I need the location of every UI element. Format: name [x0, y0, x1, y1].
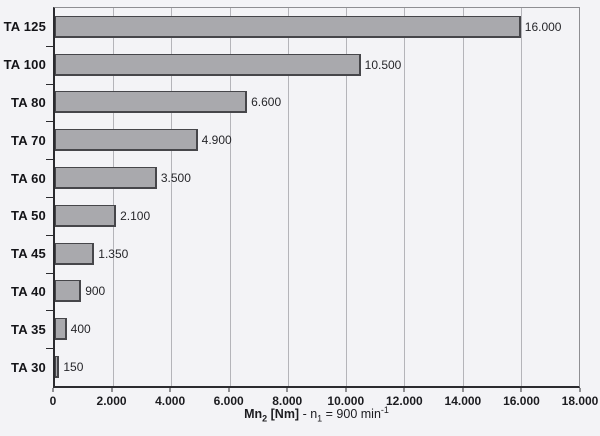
- bar-ta-30: [55, 356, 60, 379]
- bar-value-label: 400: [70, 322, 91, 337]
- bar-ta-45: [55, 242, 95, 265]
- gridline-2000: [113, 8, 115, 386]
- x-tick-label-2.000: 2.000: [96, 394, 127, 408]
- plot-area: 16.000 10.500 6.600 4.900 3.500 2.100 1.350 900…: [46, 7, 580, 388]
- bar-row-ta-30: 150: [55, 348, 579, 386]
- category-label-ta-40: TA 40: [11, 283, 46, 299]
- gridline-8000: [287, 8, 289, 386]
- bar-row-ta-60: 3.500: [55, 159, 579, 197]
- x-tick-label-0: 0: [49, 394, 57, 408]
- x-tick-label-16.000: 16.000: [503, 394, 540, 408]
- bar-value-label: 1.350: [98, 246, 129, 261]
- category-label-ta-60: TA 60: [11, 170, 46, 186]
- x-tick-mark-18.000: [579, 388, 581, 392]
- bar-row-ta-70: 4.900: [55, 121, 579, 159]
- x-tick-mark-12.000: [403, 388, 405, 392]
- bar-ta-40: [55, 280, 82, 303]
- category-label-ta-50: TA 50: [11, 208, 46, 224]
- x-tick-label-12.000: 12.000: [385, 394, 423, 408]
- category-label-ta-100: TA 100: [3, 57, 46, 73]
- y-tick-5: [46, 197, 53, 198]
- x-tick-label-18.000: 18.000: [561, 394, 599, 408]
- x-axis-title-rest: - n1 = 900 min-1: [299, 404, 389, 424]
- bar-row-ta-40: 900: [55, 273, 579, 311]
- bar-value-label: 10.500: [364, 57, 402, 72]
- y-tick-7: [46, 272, 53, 274]
- x-tick-mark-0: [52, 388, 54, 392]
- category-label-ta-70: TA 70: [11, 132, 46, 148]
- bar-value-label: 6.600: [251, 95, 282, 110]
- y-tick-3: [46, 121, 53, 123]
- x-tick-label-8.000: 8.000: [272, 394, 303, 408]
- gridline-12000: [404, 8, 406, 386]
- x-tick-label-4.000: 4.000: [155, 394, 186, 408]
- bar-value-label: 3.500: [160, 171, 191, 186]
- bar-ta-60: [55, 167, 157, 190]
- category-label-ta-125: TA 125: [3, 19, 46, 35]
- bar-row-ta-100: 10.500: [55, 46, 579, 84]
- x-axis-title-bold: Mn2 [Nm]: [244, 407, 300, 424]
- bar-row-ta-125: 16.000: [55, 8, 579, 46]
- category-label-ta-80: TA 80: [11, 94, 46, 110]
- bar-row-ta-35: 400: [55, 310, 579, 348]
- category-label-ta-35: TA 35: [11, 321, 46, 337]
- bar-value-label: 150: [63, 360, 84, 375]
- x-tick-mark-10.000: [345, 388, 347, 392]
- x-tick-label-6.000: 6.000: [213, 394, 244, 408]
- bar-row-ta-80: 6.600: [55, 84, 579, 122]
- bar-value-label: 900: [85, 284, 106, 299]
- gridline-10000: [346, 8, 348, 386]
- y-tick-6: [46, 234, 53, 236]
- bar-ta-70: [55, 129, 198, 152]
- bar-ta-35: [55, 318, 67, 341]
- bar-value-label: 4.900: [201, 133, 232, 148]
- x-tick-mark-14.000: [462, 388, 464, 392]
- category-label-ta-30: TA 30: [11, 359, 46, 375]
- y-axis-category-labels: TA 125 TA 100 TA 80 TA 70 TA 60 TA 50 TA 45 TA …: [0, 8, 46, 386]
- plot-inner: 16.000 10.500 6.600 4.900 3.500 2.100 1.350 900…: [46, 8, 579, 386]
- bar-value-label: 16.000: [524, 19, 562, 34]
- bar-row-ta-50: 2.100: [55, 197, 579, 235]
- gridline-6000: [229, 8, 231, 386]
- x-tick-label-14.000: 14.000: [444, 394, 482, 408]
- x-tick-mark-16.000: [520, 388, 522, 392]
- bar-rows: 16.000 10.500 6.600 4.900 3.500 2.100 1.350 900…: [55, 8, 579, 386]
- y-tick-1: [46, 45, 53, 47]
- y-tick-9: [46, 348, 53, 350]
- bar-ta-80: [55, 91, 248, 114]
- gridline-14000: [462, 8, 464, 386]
- y-tick-4: [46, 159, 53, 161]
- bar-ta-50: [55, 204, 117, 227]
- x-tick-mark-4.000: [169, 388, 171, 392]
- bar-value-label: 2.100: [120, 208, 151, 223]
- category-label-ta-45: TA 45: [11, 246, 46, 262]
- x-tick-label-10.000: 10.000: [327, 394, 365, 408]
- y-tick-8: [46, 310, 53, 312]
- x-axis-title: Mn2 [Nm] - n1 = 900 min-1: [53, 404, 580, 424]
- x-tick-mark-8.000: [286, 388, 288, 392]
- bar-ta-125: [55, 15, 521, 38]
- gridline-16000: [520, 8, 522, 386]
- bar-ta-100: [55, 53, 361, 76]
- x-tick-mark-2.000: [111, 388, 113, 392]
- bar-row-ta-45: 1.350: [55, 235, 579, 273]
- x-tick-mark-6.000: [228, 388, 230, 392]
- y-tick-2: [46, 83, 53, 85]
- x-axis: 0 2.000 4.000 6.000 8.000 10.000 12.000 14.000 1…: [49, 388, 598, 428]
- gridline-4000: [171, 8, 173, 386]
